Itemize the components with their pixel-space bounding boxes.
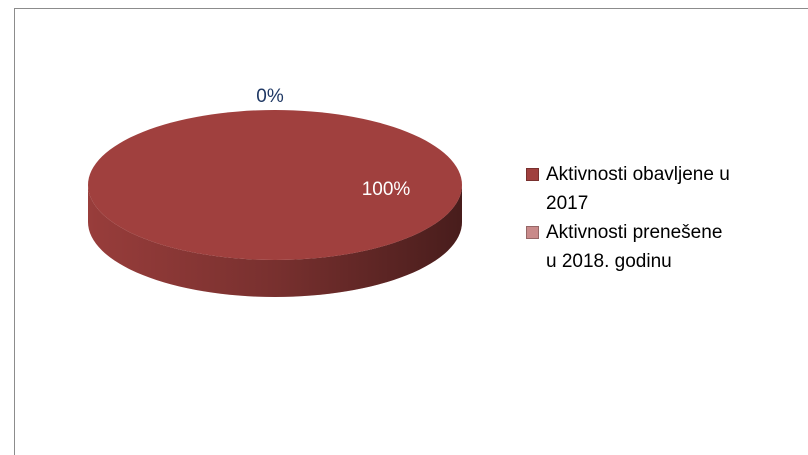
legend-label: Aktivnosti obavljene u 2017 bbox=[546, 164, 730, 214]
frame bbox=[14, 8, 808, 455]
legend-swatch bbox=[526, 226, 539, 239]
legend-item: Aktivnosti obavljene u 2017 bbox=[524, 160, 734, 218]
pie-slice bbox=[88, 110, 462, 260]
legend-swatch bbox=[526, 168, 539, 181]
data-label: 0% bbox=[256, 86, 284, 107]
legend: Aktivnosti obavljene u 2017 Aktivnosti pr… bbox=[524, 160, 734, 276]
side-shade bbox=[88, 185, 462, 297]
legend-label: Aktivnosti prenešene u 2018. godinu bbox=[546, 222, 723, 272]
legend-item: Aktivnosti prenešene u 2018. godinu bbox=[524, 218, 734, 276]
data-label: 100% bbox=[362, 179, 411, 200]
